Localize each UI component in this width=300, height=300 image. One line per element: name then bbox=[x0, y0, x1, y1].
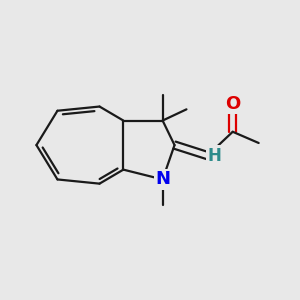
Text: N: N bbox=[155, 170, 170, 188]
Text: H: H bbox=[208, 147, 221, 165]
Text: O: O bbox=[225, 95, 240, 113]
